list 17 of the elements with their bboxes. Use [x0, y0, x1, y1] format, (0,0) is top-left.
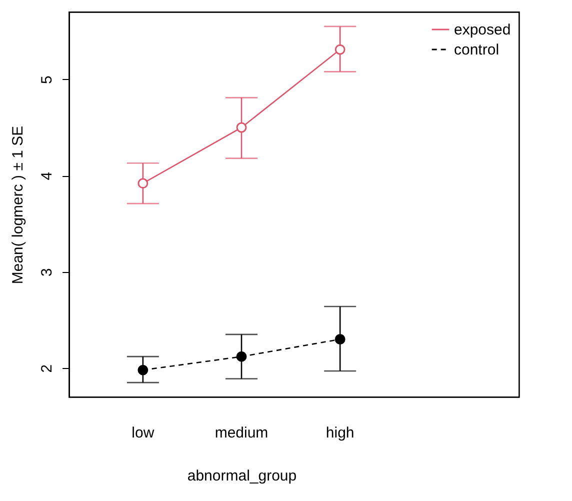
y-tick-label: 2 — [38, 364, 56, 373]
legend-label: exposed — [454, 22, 511, 38]
x-axis-title: abnormal_group — [187, 468, 297, 484]
y-tick-label: 3 — [38, 268, 56, 277]
point — [236, 351, 247, 362]
y-axis-title: Mean( logmerc ) ± 1 SE — [10, 126, 26, 284]
point — [334, 334, 346, 344]
x-tick-label: high — [326, 424, 354, 442]
point — [138, 178, 148, 189]
y-tick-label: 4 — [38, 172, 56, 180]
x-tick-label: low — [132, 424, 154, 442]
point — [334, 44, 346, 55]
legend-label: control — [454, 42, 500, 58]
point — [138, 364, 148, 376]
point — [236, 122, 247, 133]
y-tick-label: 5 — [38, 76, 56, 84]
x-tick-label: medium — [214, 424, 268, 442]
